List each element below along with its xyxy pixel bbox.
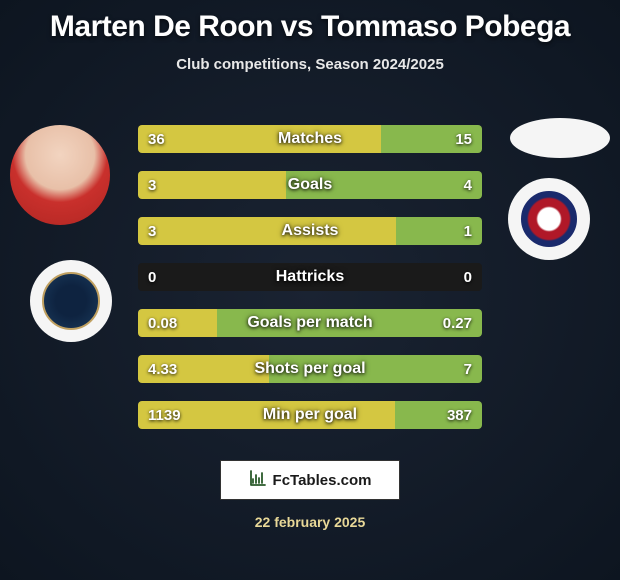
- stat-row: 36Matches15: [138, 125, 482, 153]
- page-subtitle: Club competitions, Season 2024/2025: [0, 56, 620, 73]
- stat-row: 3Assists1: [138, 217, 482, 245]
- stat-value-right: 387: [447, 401, 472, 429]
- page-title: Marten De Roon vs Tommaso Pobega: [0, 0, 620, 44]
- player2-avatar: [510, 118, 610, 158]
- stat-label: Hattricks: [138, 263, 482, 291]
- stat-row: 3Goals4: [138, 171, 482, 199]
- club1-badge: [30, 260, 112, 342]
- club2-crest-icon: [521, 191, 577, 247]
- stat-label: Goals per match: [138, 309, 482, 337]
- club2-badge: [508, 178, 590, 260]
- stat-label: Assists: [138, 217, 482, 245]
- stat-value-right: 7: [464, 355, 472, 383]
- stat-value-right: 1: [464, 217, 472, 245]
- stat-value-right: 0.27: [443, 309, 472, 337]
- footer-brand-badge[interactable]: FcTables.com: [220, 460, 400, 500]
- footer-brand-text: FcTables.com: [273, 472, 372, 489]
- chart-icon: [249, 469, 267, 492]
- stat-row: 1139Min per goal387: [138, 401, 482, 429]
- stat-row: 0Hattricks0: [138, 263, 482, 291]
- stat-label: Matches: [138, 125, 482, 153]
- footer-date: 22 february 2025: [0, 514, 620, 530]
- comparison-bars: 36Matches15 3Goals4 3Assists1 0Hattricks0 0.…: [138, 125, 482, 447]
- club1-crest-icon: [42, 272, 100, 330]
- stat-label: Shots per goal: [138, 355, 482, 383]
- stat-value-right: 0: [464, 263, 472, 291]
- stat-value-right: 4: [464, 171, 472, 199]
- stat-row: 0.08Goals per match0.27: [138, 309, 482, 337]
- stat-row: 4.33Shots per goal7: [138, 355, 482, 383]
- player1-avatar: [10, 125, 110, 225]
- stat-label: Min per goal: [138, 401, 482, 429]
- stat-value-right: 15: [455, 125, 472, 153]
- stat-label: Goals: [138, 171, 482, 199]
